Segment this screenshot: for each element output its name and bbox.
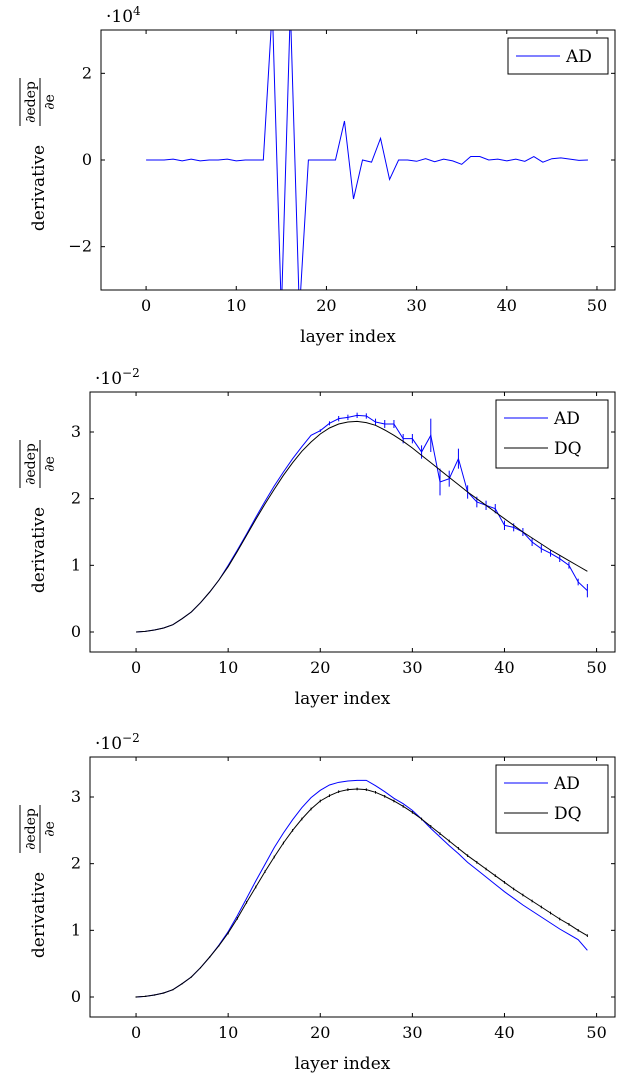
y-axis-label: derivative ∂edep ∂e	[20, 78, 58, 231]
x-tick-label: 30	[402, 1023, 422, 1042]
y-axis-label-denominator: ∂e	[42, 94, 58, 110]
y-axis-label: derivative ∂edep ∂e	[20, 440, 58, 593]
y-axis-label-prefix: derivative	[29, 507, 49, 593]
y-axis-label-prefix: derivative	[29, 872, 49, 958]
legend-label-ad: AD	[553, 409, 580, 429]
x-tick-label: 30	[402, 658, 422, 677]
x-tick-label: 0	[131, 1023, 141, 1042]
x-tick-label: 10	[218, 1023, 238, 1042]
scale-label: ·10−2	[95, 731, 140, 754]
y-tick-label: 3	[71, 422, 81, 441]
x-tick-label: 0	[141, 296, 151, 315]
y-tick-label: 2	[71, 854, 81, 873]
x-tick-label: 30	[406, 296, 426, 315]
y-axis-label-denominator: ∂e	[42, 456, 58, 472]
x-tick-label: 50	[586, 1023, 606, 1042]
y-tick-label: 1	[71, 920, 81, 939]
x-axis-label: layer index	[295, 689, 391, 709]
x-axis-label: layer index	[300, 327, 396, 347]
y-tick-label: 3	[71, 787, 81, 806]
x-tick-label: 20	[310, 658, 330, 677]
scale-label: ·104	[106, 4, 141, 27]
y-axis-label-prefix: derivative	[29, 145, 49, 231]
y-axis-label-numerator: ∂edep	[23, 81, 39, 123]
x-tick-label: 40	[494, 658, 514, 677]
y-axis-label-denominator: ∂e	[42, 821, 58, 837]
x-axis-label: layer index	[295, 1054, 391, 1074]
y-axis-label-numerator: ∂edep	[23, 808, 39, 850]
chart-2: 0 10 20 30 40 50 0 1 2 3 ·10−2 layer index derivativ…	[20, 366, 615, 709]
legend: AD DQ	[496, 400, 608, 468]
y-axis-label: derivative ∂edep ∂e	[20, 805, 58, 958]
x-tick-label: 10	[218, 658, 238, 677]
y-tick-label: 0	[71, 622, 81, 641]
x-tick-label: 20	[316, 296, 336, 315]
x-tick-label: 40	[494, 1023, 514, 1042]
x-tick-label: 50	[587, 296, 607, 315]
chart-1: 0 10 20 30 40 50 −2 0 2 ·104 layer index derivative…	[20, 4, 615, 347]
legend-box	[496, 400, 608, 468]
legend-label-dq: DQ	[554, 804, 582, 824]
y-tick-label: −2	[68, 237, 92, 256]
legend: AD DQ	[496, 765, 608, 833]
y-tick-label: 0	[71, 987, 81, 1006]
y-tick-label: 0	[82, 150, 92, 169]
y-tick-label: 2	[71, 489, 81, 508]
x-tick-label: 50	[586, 658, 606, 677]
legend: AD	[508, 38, 608, 74]
legend-box	[496, 765, 608, 833]
y-tick-label: 2	[82, 63, 92, 82]
x-tick-label: 20	[310, 1023, 330, 1042]
scale-label: ·10−2	[95, 366, 140, 389]
y-axis-label-numerator: ∂edep	[23, 443, 39, 485]
legend-label-ad: AD	[553, 774, 580, 794]
legend-label-ad: AD	[565, 47, 592, 67]
y-tick-label: 1	[71, 555, 81, 574]
x-tick-label: 10	[226, 296, 246, 315]
legend-label-dq: DQ	[554, 439, 582, 459]
x-tick-label: 40	[497, 296, 517, 315]
chart-3: 0 10 20 30 40 50 0 1 2 3 ·10−2 layer index derivativ…	[20, 731, 615, 1074]
x-tick-label: 0	[131, 658, 141, 677]
